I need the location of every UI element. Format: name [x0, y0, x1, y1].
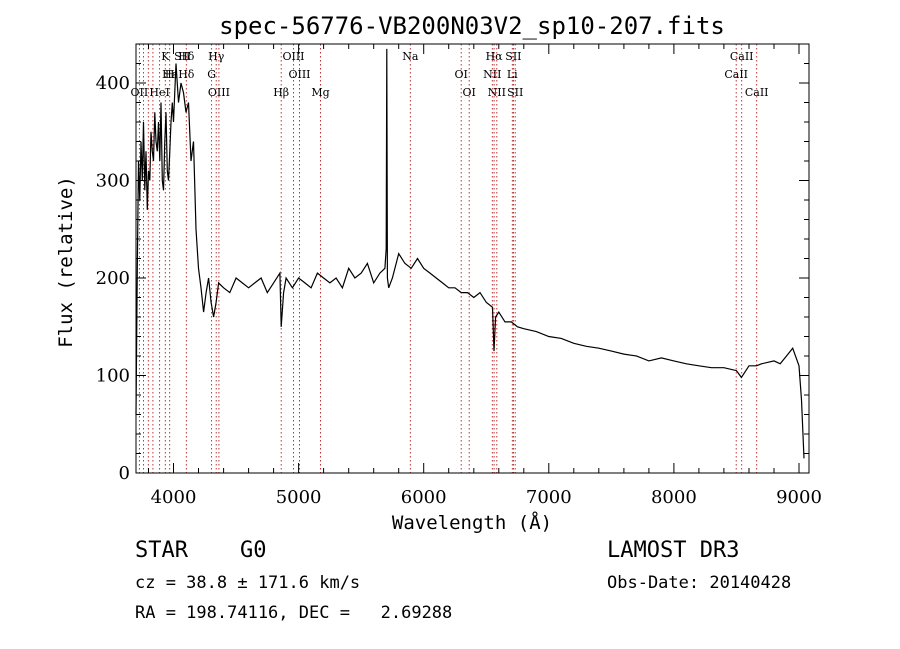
marker-label: SII	[174, 50, 190, 63]
x-tick-label: 6000	[401, 487, 447, 508]
marker-label: Hδ	[178, 68, 195, 81]
marker-label: NII	[488, 86, 506, 99]
plot-frame	[135, 43, 810, 474]
x-axis: 4000 5000 6000 7000 8000 9000	[148, 44, 822, 508]
object-class: STAR	[135, 538, 188, 563]
x-tick-label: 7000	[526, 487, 572, 508]
emission-line-labels: HδHεOIIKHHeISIIHδOIIIHγGHβOIIIOIIIMgNaOI…	[131, 50, 769, 99]
marker-label: OI	[455, 68, 468, 81]
redshift-readout: cz = 38.8 ± 171.6 km/s	[135, 573, 361, 593]
object-subclass: G0	[240, 538, 267, 563]
y-axis-label: Flux (relative)	[55, 176, 77, 348]
marker-label: H	[165, 68, 175, 81]
marker-label: SII	[505, 50, 521, 63]
marker-label: CaII	[730, 50, 754, 63]
survey-name: LAMOST DR3	[607, 538, 740, 563]
marker-label: Hα	[486, 50, 504, 63]
marker-label: Li	[507, 68, 518, 81]
y-tick-label: 0	[119, 463, 130, 484]
marker-label: Mg	[311, 86, 329, 99]
marker-label: Hγ	[208, 50, 225, 63]
x-tick-label: 9000	[776, 487, 822, 508]
observation-date: Obs-Date: 20140428	[607, 573, 792, 593]
x-tick-label: 8000	[651, 487, 697, 508]
emission-line-markers	[138, 44, 758, 473]
marker-label: CaII	[724, 68, 748, 81]
x-tick-label: 5000	[276, 487, 322, 508]
marker-label: Hβ	[273, 86, 289, 99]
chart-title: spec-56776-VB200N03V2_sp10-207.fits	[219, 12, 725, 40]
marker-label: CaII	[745, 86, 769, 99]
marker-label: K	[161, 50, 170, 63]
marker-label: Hδ	[178, 50, 195, 63]
marker-label: NII	[483, 68, 501, 81]
marker-label: SII	[507, 86, 523, 99]
marker-label: OIII	[288, 68, 310, 81]
marker-label: Hε	[162, 68, 178, 81]
marker-label: OIII	[282, 50, 304, 63]
y-tick-label: 100	[96, 366, 130, 387]
marker-label: Na	[402, 50, 419, 63]
marker-label: HeI	[149, 86, 169, 99]
marker-label: G	[207, 68, 216, 81]
x-tick-label: 4000	[151, 487, 197, 508]
marker-label: OIII	[208, 86, 230, 99]
marker-label: OII	[131, 86, 149, 99]
x-axis-label: Wavelength (Å)	[392, 511, 552, 534]
y-tick-label: 400	[96, 73, 130, 94]
y-tick-label: 300	[96, 171, 130, 192]
marker-label: OI	[463, 86, 476, 99]
coordinates-readout: RA = 198.74116, DEC = 2.69288	[135, 603, 453, 623]
y-tick-label: 200	[96, 268, 130, 289]
y-axis: 0 100 200 300 400	[96, 43, 809, 484]
spectrum-line	[135, 48, 805, 459]
